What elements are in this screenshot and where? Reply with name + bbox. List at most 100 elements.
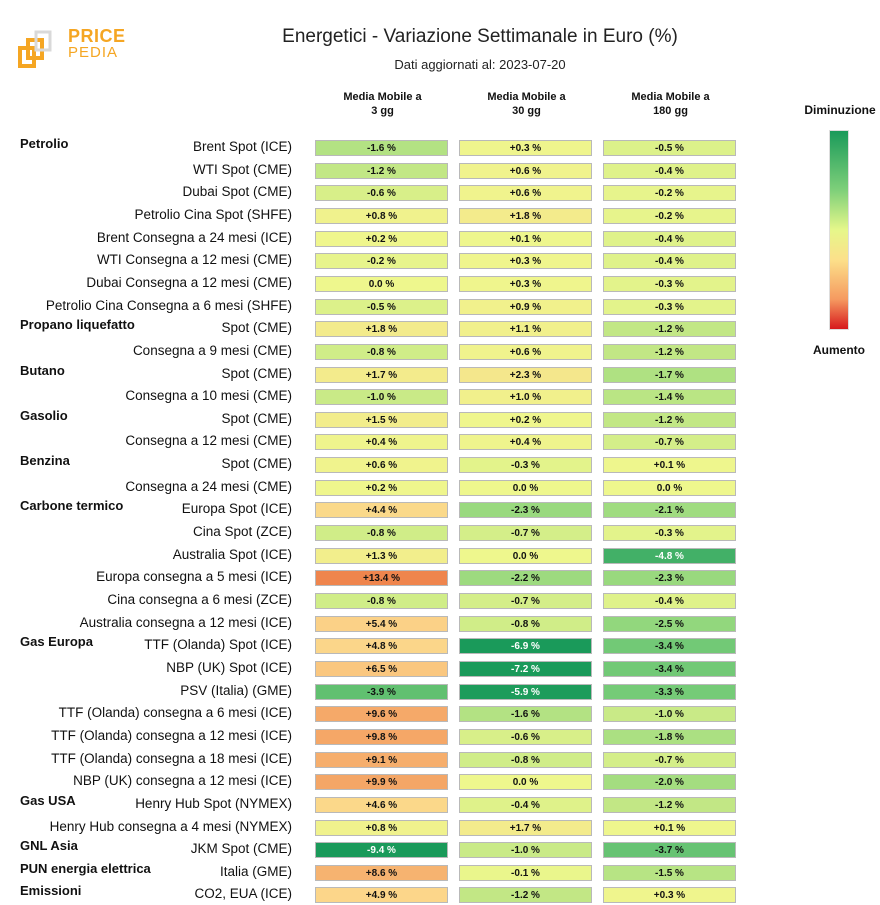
row-label: CO2, EUA (ICE) — [194, 886, 292, 902]
group-label: Gas USA — [20, 792, 76, 808]
heatmap-cell: -2.0 % — [603, 774, 736, 791]
row-label: Consegna a 9 mesi (CME) — [132, 342, 292, 358]
row-label: Henry Hub Spot (NYMEX) — [135, 795, 292, 811]
heatmap-cell: -0.4 % — [603, 253, 736, 270]
row-label: WTI Consegna a 12 mesi (CME) — [96, 252, 292, 268]
heatmap-cell: -0.4 % — [603, 593, 736, 609]
heatmap-cell: -4.8 % — [603, 547, 736, 564]
column-header-180gg: Media Mobile a 180 gg — [603, 90, 738, 118]
column-header-line2: 3 gg — [371, 105, 394, 117]
row-label: Henry Hub consegna a 4 mesi (NYMEX) — [49, 818, 292, 834]
row-label: PSV (Italia) (GME) — [180, 682, 292, 698]
heatmap-cell: -0.6 % — [315, 185, 448, 202]
heatmap-cell: +0.3 % — [603, 887, 736, 904]
heatmap-cell: +0.4 % — [459, 434, 592, 451]
heatmap-cell: +0.3 % — [459, 140, 592, 156]
heatmap-cell: +0.8 % — [315, 819, 448, 836]
row-label: TTF (Olanda) consegna a 18 mesi (ICE) — [51, 750, 292, 766]
group-label: PUN energia elettrica — [20, 860, 151, 876]
heatmap-cell: -0.1 % — [459, 864, 592, 881]
heatmap-cell: +4.4 % — [315, 502, 448, 519]
column-header-line2: 180 gg — [653, 105, 688, 117]
heatmap-cell: -3.7 % — [603, 842, 736, 859]
row-label: Spot (CME) — [221, 320, 292, 336]
heatmap-cell: +0.8 % — [315, 207, 448, 224]
row-label: Australia Spot (ICE) — [172, 546, 292, 562]
group-label: Petrolio — [20, 136, 69, 151]
row-label: TTF (Olanda) consegna a 12 mesi (ICE) — [51, 727, 292, 743]
heatmap-cell: +0.6 % — [315, 457, 448, 474]
heatmap-cell: -0.8 % — [315, 593, 448, 609]
chart-title: Energetici - Variazione Settimanale in E… — [282, 26, 678, 47]
row-label: TTF (Olanda) Spot (ICE) — [144, 637, 292, 653]
logo-text-pedia: PEDIA — [68, 44, 119, 61]
heatmap-cell: -0.4 % — [603, 162, 736, 179]
heatmap-cell: -1.4 % — [603, 389, 736, 406]
heatmap-cell: +1.8 % — [315, 321, 448, 338]
row-label: Consegna a 24 mesi (CME) — [125, 478, 292, 494]
heatmap-cell: +1.0 % — [459, 389, 592, 406]
row-label: Dubai Consegna a 12 mesi (CME) — [86, 274, 292, 290]
heatmap-cell: -1.6 % — [459, 706, 592, 723]
heatmap-cell: -0.5 % — [603, 140, 736, 156]
heatmap-cell: +0.1 % — [603, 457, 736, 474]
heatmap-cell: +9.6 % — [315, 706, 448, 723]
heatmap-cell: +4.8 % — [315, 638, 448, 655]
heatmap-cell: -2.1 % — [603, 502, 736, 519]
heatmap-cell: -1.0 % — [603, 706, 736, 723]
row-label: Consegna a 10 mesi (CME) — [125, 388, 292, 404]
heatmap-cell: +9.8 % — [315, 728, 448, 745]
heatmap-cell: -0.3 % — [603, 525, 736, 542]
row-label: Spot (CME) — [221, 456, 292, 472]
heatmap-cell: -1.6 % — [315, 140, 448, 156]
row-label: WTI Spot (CME) — [192, 161, 292, 177]
heatmap-cell: 0.0 % — [315, 275, 448, 292]
heatmap-cell: +0.3 % — [459, 253, 592, 270]
row-label: Petrolio Cina Spot (SHFE) — [134, 206, 292, 222]
heatmap-cell: +0.2 % — [315, 479, 448, 496]
group-label: Emissioni — [20, 883, 82, 899]
row-label: NBP (UK) consegna a 12 mesi (ICE) — [73, 773, 292, 789]
chart-subtitle: Dati aggiornati al: 2023-07-20 — [394, 57, 566, 72]
heatmap-cell: -0.2 % — [315, 253, 448, 270]
heatmap-cell: +8.6 % — [315, 864, 448, 881]
heatmap-cell: +1.7 % — [459, 819, 592, 836]
logo-mark-icon — [18, 30, 52, 68]
heatmap-cell: -0.3 % — [603, 298, 736, 315]
group-label: Carbone termico — [20, 498, 124, 514]
heatmap-cell: -9.4 % — [315, 842, 448, 859]
heatmap-cell: 0.0 % — [459, 547, 592, 564]
heatmap-cell: -1.2 % — [603, 411, 736, 428]
heatmap-cell: +13.4 % — [315, 570, 448, 587]
heatmap-cell: -1.7 % — [603, 366, 736, 383]
heatmap-cell: -0.8 % — [315, 525, 448, 542]
row-label: Brent Consegna a 24 mesi (ICE) — [96, 229, 292, 245]
group-label: Benzina — [20, 453, 70, 469]
heatmap-cell: -1.8 % — [603, 728, 736, 745]
column-header-30gg: Media Mobile a 30 gg — [459, 90, 594, 118]
heatmap-cell: +9.1 % — [315, 751, 448, 768]
heatmap-cell: +0.2 % — [315, 230, 448, 247]
heatmap-cell: +0.6 % — [459, 185, 592, 202]
heatmap-cell: -3.4 % — [603, 638, 736, 655]
group-label: Gasolio — [20, 407, 68, 423]
column-header-line1: Media Mobile a — [487, 91, 566, 103]
group-label: Gas Europa — [20, 634, 93, 650]
group-label: Butano — [20, 362, 65, 378]
legend-color-scale — [829, 130, 849, 330]
row-label: Petrolio Cina Consegna a 6 mesi (SHFE) — [45, 297, 292, 313]
heatmap-cell: -1.2 % — [459, 887, 592, 904]
heatmap-cell: +0.1 % — [603, 819, 736, 836]
heatmap-cell: -0.3 % — [459, 457, 592, 474]
heatmap-cell: +1.1 % — [459, 321, 592, 338]
heatmap-cell: -0.2 % — [603, 207, 736, 224]
row-label: Dubai Spot (CME) — [182, 184, 292, 200]
heatmap-cell: -5.9 % — [459, 683, 592, 700]
heatmap-cell: -2.2 % — [459, 570, 592, 587]
row-label: Brent Spot (ICE) — [192, 139, 292, 154]
heatmap-cell: -3.9 % — [315, 683, 448, 700]
group-label: Propano liquefatto — [20, 317, 135, 333]
column-header-line2: 30 gg — [512, 105, 541, 117]
heatmap-cell: +0.2 % — [459, 411, 592, 428]
heatmap-cell: +5.4 % — [315, 615, 448, 632]
